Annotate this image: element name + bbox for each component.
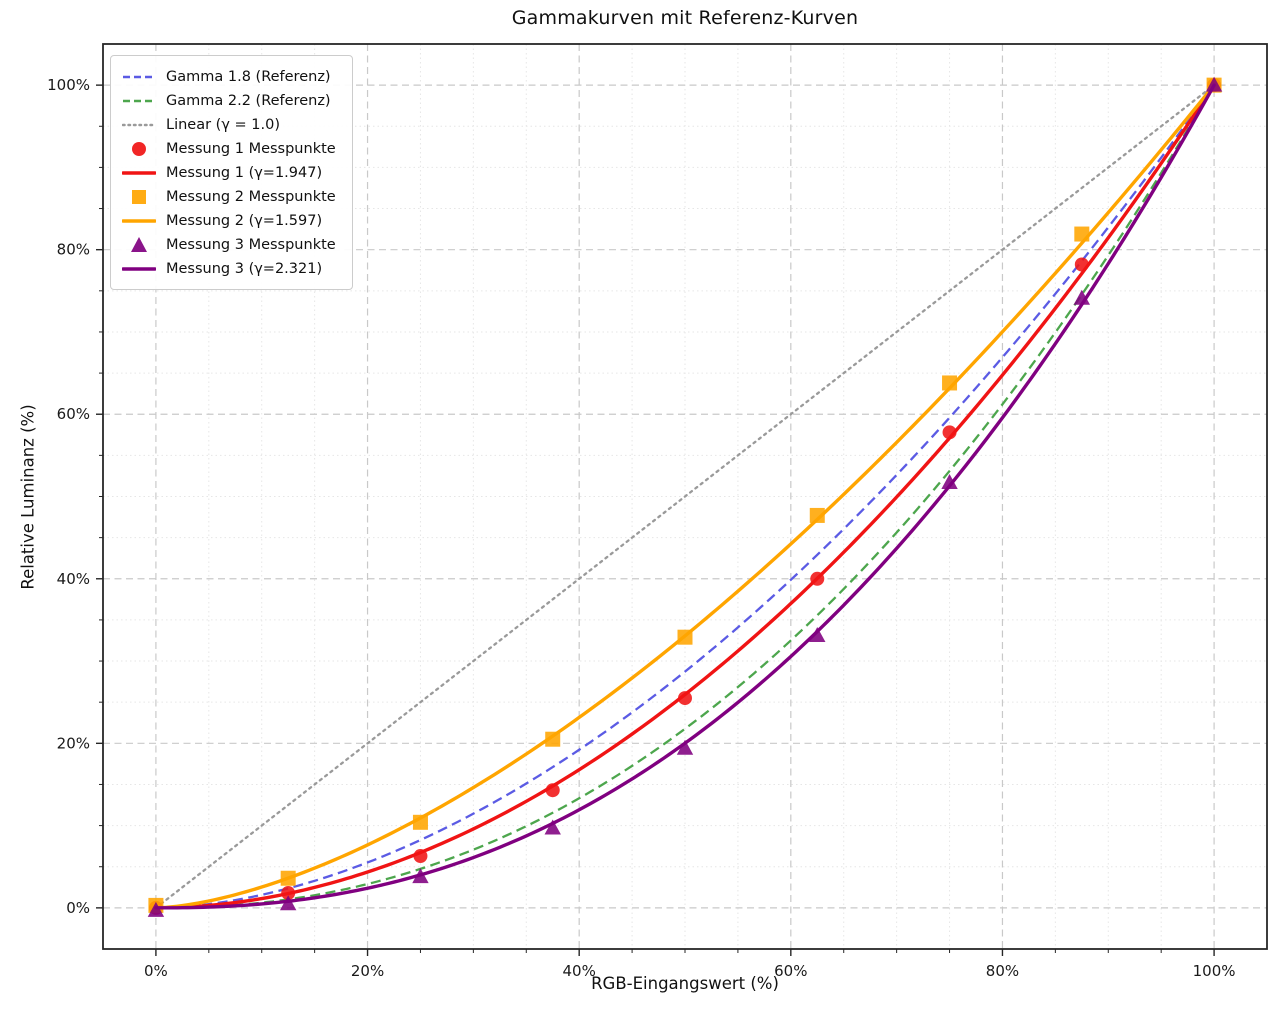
marker-series: [147, 76, 1223, 917]
legend-label: Gamma 2.2 (Referenz): [166, 92, 331, 109]
legend-dashed-swatch: [123, 99, 155, 102]
data-point: [941, 474, 958, 490]
data-point: [677, 629, 693, 645]
tick-label: 60%: [774, 962, 807, 980]
legend-dashed-swatch: [123, 75, 155, 78]
data-point: [942, 375, 958, 391]
data-point: [413, 849, 428, 864]
legend-dotted-swatch: [122, 123, 156, 126]
legend-label: Gamma 1.8 (Referenz): [166, 68, 331, 85]
legend-item: Linear (γ = 1.0): [122, 113, 336, 136]
curves-layer: [147, 76, 1223, 917]
data-point: [810, 571, 825, 586]
reference-curve: [154, 83, 1216, 910]
data-point: [676, 739, 694, 755]
legend-label: Messung 3 Messpunkte: [166, 236, 336, 253]
legend-item: Messung 2 Messpunkte: [122, 185, 336, 208]
tick-label: 40%: [57, 570, 90, 588]
tick-label: 20%: [57, 734, 90, 752]
tick-label: 100%: [1193, 962, 1236, 980]
legend-label: Messung 1 (γ=1.947): [166, 164, 323, 181]
data-point: [147, 901, 165, 917]
legend-square-swatch: [132, 189, 146, 204]
legend-solid-swatch: [122, 218, 156, 223]
legend-circle-swatch: [132, 141, 146, 156]
data-point: [1073, 289, 1091, 305]
legend-item: Messung 3 (γ=2.321): [122, 257, 336, 280]
data-point: [545, 783, 560, 798]
data-point: [280, 870, 296, 886]
legend-label: Messung 3 (γ=2.321): [166, 260, 323, 277]
legend-label: Messung 1 Messpunkte: [166, 140, 336, 157]
legend-item: Messung 1 Messpunkte: [122, 137, 336, 160]
legend-item: Messung 1 (γ=1.947): [122, 161, 336, 184]
x-axis-label: RGB-Eingangswert (%): [591, 974, 779, 993]
marker-series: [148, 77, 1222, 913]
legend-triangle-swatch: [131, 236, 147, 252]
legend-item: Gamma 2.2 (Referenz): [122, 89, 336, 112]
data-point: [281, 886, 296, 901]
legend-item: Messung 2 (γ=1.597): [122, 209, 336, 232]
tick-label: 0%: [144, 962, 168, 980]
tick-label: 80%: [986, 962, 1019, 980]
legend-item: Messung 3 Messpunkte: [122, 233, 336, 256]
reference-curve: [155, 84, 1216, 910]
legend-item: Gamma 1.8 (Referenz): [122, 65, 336, 88]
axes-layer: 0% 20% 40% 60% 80% 100% 0% 20% 40% 60% 80% 100%: [47, 43, 1268, 980]
tick-label: 20%: [351, 962, 384, 980]
data-point: [545, 731, 561, 747]
legend-label: Messung 2 Messpunkte: [166, 188, 336, 205]
legend-label: Messung 2 (γ=1.597): [166, 212, 323, 229]
tick-label: 40%: [563, 962, 596, 980]
chart-title: Gammakurven mit Referenz-Kurven: [511, 7, 859, 29]
data-point: [1074, 226, 1090, 242]
data-point: [809, 507, 825, 523]
tick-label: 60%: [57, 405, 90, 423]
data-point: [942, 425, 957, 440]
data-point: [1205, 76, 1223, 92]
legend-solid-swatch: [122, 266, 156, 271]
tick-label: 100%: [47, 76, 90, 94]
data-point: [412, 814, 428, 830]
legend: Gamma 1.8 (Referenz) Gamma 2.2 (Referenz)…: [110, 55, 353, 290]
data-point: [412, 868, 429, 884]
data-point: [678, 691, 692, 706]
reference-curve: [155, 84, 1216, 910]
data-point: [544, 819, 561, 835]
data-point: [279, 895, 297, 911]
y-axis-label: Relative Luminanz (%): [18, 404, 38, 590]
legend-solid-swatch: [122, 170, 156, 175]
data-point: [1074, 257, 1089, 272]
data-point: [809, 627, 826, 643]
tick-label: 80%: [57, 241, 90, 259]
legend-label: Linear (γ = 1.0): [166, 116, 280, 133]
tick-label: 0%: [66, 899, 90, 917]
